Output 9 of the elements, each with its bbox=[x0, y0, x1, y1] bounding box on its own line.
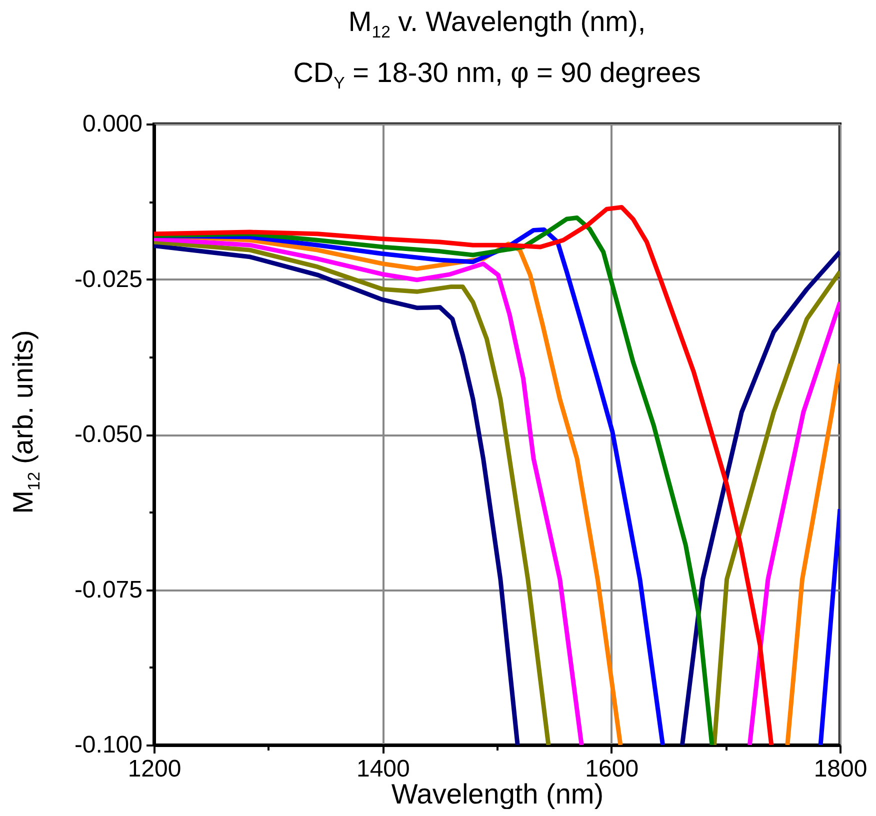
x-tick-label: 1200 bbox=[128, 756, 182, 782]
y-tick-label: -0.050 bbox=[74, 421, 142, 448]
y-tick-label: -0.075 bbox=[74, 576, 142, 604]
chart-title: M$_{12}$ v. Wavelength (nm), bbox=[347, 5, 647, 44]
y-tick-label: -0.025 bbox=[74, 266, 142, 293]
y-tick-label: 0.000 bbox=[82, 110, 142, 138]
y-tick-label: -0.100 bbox=[74, 732, 142, 758]
x-tick-label: 1800 bbox=[814, 756, 868, 782]
chart-subtitle: CD$_{Y}$ = 18-30 nm, φ = 90 degrees bbox=[292, 56, 702, 94]
